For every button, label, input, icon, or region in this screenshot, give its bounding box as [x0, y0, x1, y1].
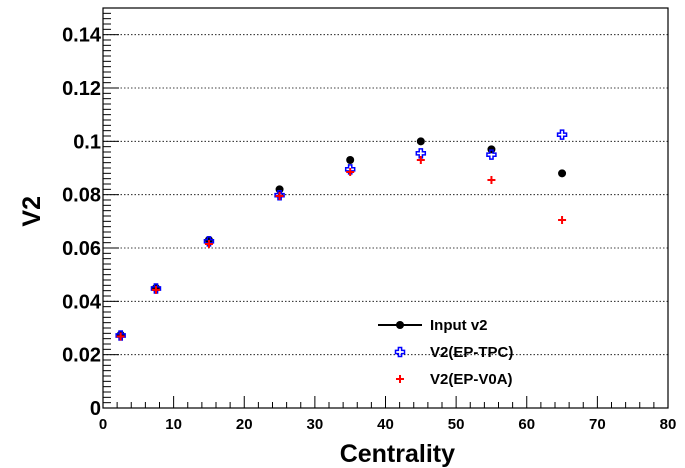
data-point: [150, 283, 162, 294]
data-point: [204, 240, 213, 248]
x-tick-label: 60: [518, 416, 535, 433]
plot-border: [102, 7, 669, 409]
y-tick-label: 0.02: [62, 345, 101, 367]
x-tick-label: 30: [307, 416, 324, 433]
data-point: [344, 164, 356, 175]
series-2: [116, 156, 567, 341]
series-1: [115, 129, 568, 341]
data-point: [151, 285, 160, 294]
x-tick-label: 20: [236, 416, 253, 433]
y-tick-label: 0.08: [62, 185, 101, 207]
legend-label: Input v2: [430, 317, 488, 334]
y-axis-title: V2: [18, 196, 46, 227]
y-tick-label: 0.06: [62, 238, 101, 260]
legend-marker: [396, 321, 404, 329]
legend: Input v2 V2(EP-TPC) V2(EP-V0A): [378, 317, 513, 388]
data-point: [487, 176, 496, 184]
series-0: [116, 137, 567, 339]
y-tick-label: 0.14: [62, 25, 102, 47]
data-point: [558, 216, 567, 224]
data-point: [346, 156, 355, 164]
data-point: [203, 236, 215, 247]
x-tick-label: 40: [377, 416, 394, 433]
data-point: [115, 330, 126, 341]
x-tick-label: 10: [165, 416, 182, 433]
data-point: [346, 168, 355, 176]
legend-marker: [394, 346, 406, 358]
data-point: [415, 148, 427, 159]
data-point: [556, 129, 568, 140]
data-marks: [115, 129, 568, 341]
legend-marker: [396, 375, 404, 383]
data-point: [416, 137, 425, 146]
legend-entry: Input v2: [378, 317, 488, 334]
legend-label: V2(EP-TPC): [430, 344, 513, 361]
x-axis-ticks: 0 10 20 30 40 50 60 70 80: [99, 396, 677, 433]
data-point: [116, 332, 125, 341]
x-tick-label: 80: [660, 416, 677, 433]
legend-entry: V2(EP-V0A): [396, 371, 513, 388]
x-tick-label: 70: [589, 416, 606, 433]
grid-lines: [103, 34, 668, 356]
x-tick-label: 0: [99, 416, 107, 433]
legend-label: V2(EP-V0A): [430, 371, 513, 388]
data-point: [487, 145, 496, 154]
x-tick-label: 50: [448, 416, 465, 433]
data-point: [558, 169, 567, 178]
data-point: [274, 189, 285, 201]
y-tick-label: 0.12: [62, 78, 101, 100]
data-point: [416, 156, 425, 164]
plot-frame: [102, 7, 669, 409]
y-axis-ticks: 0 0.02 0.04 0.06 0.08 0.1 0.12 0.14: [62, 7, 119, 420]
y-tick-label: 0.04: [62, 291, 102, 313]
data-point: [275, 192, 284, 200]
data-point: [486, 149, 497, 160]
y-tick-label: 0: [90, 398, 101, 420]
x-axis-title: Centrality: [340, 440, 455, 468]
y-tick-label: 0.1: [73, 131, 101, 153]
legend-entry: V2(EP-TPC): [394, 344, 513, 361]
